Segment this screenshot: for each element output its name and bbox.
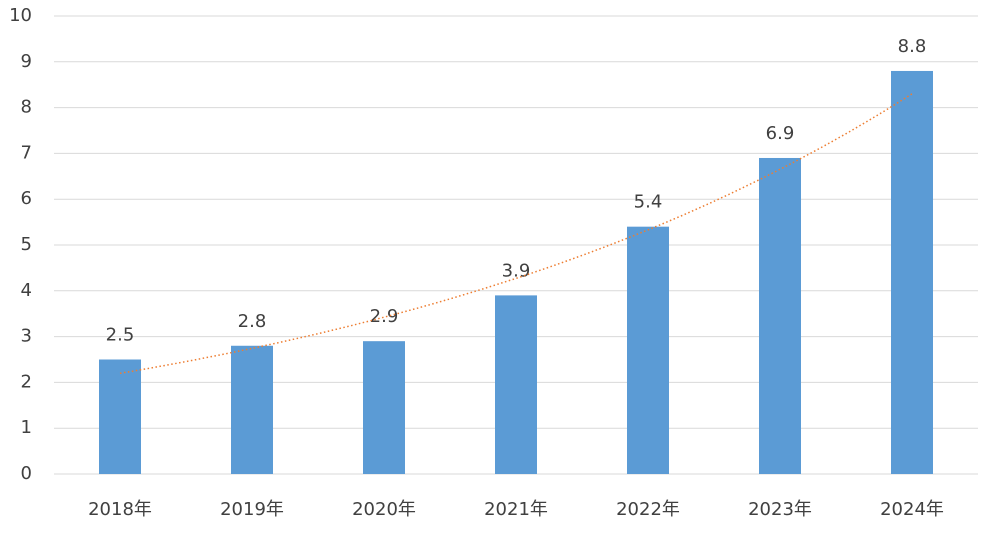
- x-tick-label: 2023年: [748, 499, 812, 520]
- value-label: 6.9: [766, 123, 795, 144]
- x-tick-label: 2022年: [616, 499, 680, 520]
- x-tick-label: 2020年: [352, 499, 416, 520]
- x-tick-label: 2024年: [880, 499, 944, 520]
- bar: [891, 70, 933, 475]
- y-tick-label: 8: [21, 97, 32, 118]
- value-label: 2.9: [370, 306, 399, 327]
- x-tick-label: 2021年: [484, 499, 548, 520]
- y-tick-label: 4: [21, 280, 32, 301]
- bar: [495, 295, 537, 474]
- y-tick-label: 3: [21, 326, 32, 347]
- bar: [363, 341, 405, 474]
- y-tick-label: 10: [9, 5, 32, 26]
- bar: [99, 359, 141, 474]
- y-tick-label: 0: [21, 463, 32, 484]
- y-tick-label: 5: [21, 234, 32, 255]
- bar: [759, 157, 801, 475]
- value-label: 8.8: [898, 36, 927, 57]
- x-tick-label: 2019年: [220, 499, 284, 520]
- y-tick-label: 6: [21, 188, 32, 209]
- value-label: 2.8: [238, 311, 267, 332]
- bar: [231, 345, 273, 474]
- y-tick-label: 1: [21, 417, 32, 438]
- value-label: 3.9: [502, 260, 531, 281]
- bar: [627, 226, 669, 474]
- y-tick-label: 7: [21, 142, 32, 163]
- x-tick-label: 2018年: [88, 499, 152, 520]
- y-tick-label: 2: [21, 371, 32, 392]
- value-label: 5.4: [634, 192, 663, 213]
- y-tick-label: 9: [21, 51, 32, 72]
- value-label: 2.5: [106, 325, 135, 346]
